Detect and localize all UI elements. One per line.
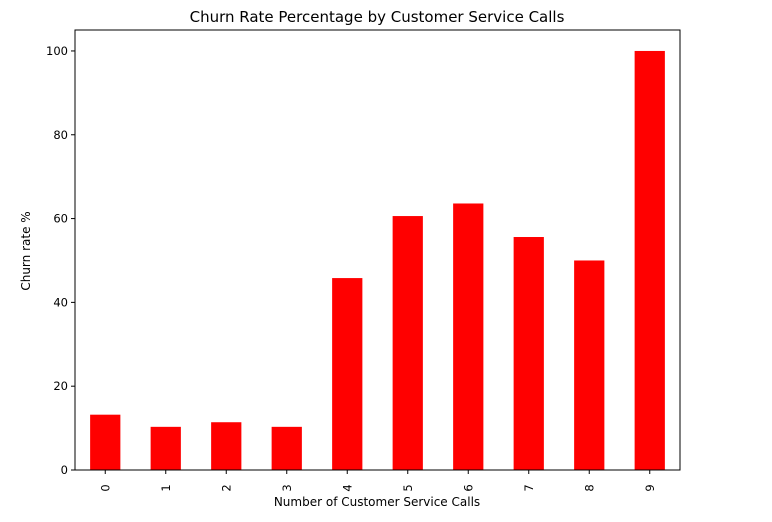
bar-0 — [90, 414, 121, 470]
bar-9 — [634, 50, 665, 470]
y-tick-label-100: 100 — [46, 44, 68, 58]
x-tick-label-3: 3 — [280, 484, 294, 491]
x-tick-label-6: 6 — [461, 484, 475, 491]
x-tick-label-7: 7 — [522, 484, 536, 491]
y-tick-label-20: 20 — [53, 379, 68, 393]
y-tick-label-40: 40 — [53, 295, 68, 309]
bar-4 — [332, 278, 363, 470]
plot-frame — [74, 29, 681, 471]
bar-3 — [271, 426, 302, 470]
bars-group — [90, 50, 665, 470]
y-tick-label-0: 0 — [61, 463, 68, 477]
bar-2 — [211, 422, 242, 470]
x-tick-label-1: 1 — [159, 484, 173, 491]
bar-7 — [513, 237, 544, 470]
x-tick-label-4: 4 — [340, 484, 354, 491]
chart-title: Churn Rate Percentage by Customer Servic… — [190, 8, 565, 26]
x-axis-label: Number of Customer Service Calls — [274, 495, 480, 509]
x-tick-label-9: 9 — [643, 484, 657, 491]
y-tick-label-60: 60 — [53, 212, 68, 226]
x-tick-label-8: 8 — [582, 484, 596, 491]
x-tick-label-2: 2 — [219, 484, 233, 491]
y-axis-ticks: 0 20 40 60 80 100 — [46, 44, 75, 477]
y-axis-label: Churn rate % — [19, 211, 33, 290]
x-tick-label-5: 5 — [401, 484, 415, 491]
bar-1 — [150, 426, 181, 470]
bar-5 — [392, 216, 423, 470]
bar-6 — [453, 203, 484, 470]
bar-8 — [574, 260, 605, 470]
x-axis-ticks: 0 1 2 3 4 5 6 7 8 9 — [98, 470, 657, 492]
y-tick-label-80: 80 — [53, 128, 68, 142]
x-tick-label-0: 0 — [98, 484, 112, 491]
